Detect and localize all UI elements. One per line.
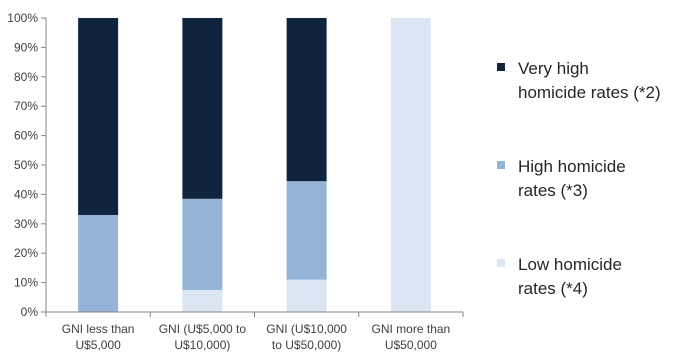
y-tick-label: 0% — [21, 305, 39, 319]
bar-segment — [182, 18, 222, 199]
bar-segment — [391, 18, 431, 312]
bar-segment — [182, 290, 222, 312]
x-category-label: GNI (U$5,000 to — [159, 322, 247, 336]
legend-label-line: High homicide — [518, 155, 685, 179]
x-category-label: U$10,000) — [174, 338, 230, 352]
y-tick-label: 70% — [14, 99, 38, 113]
y-tick-label: 100% — [7, 11, 38, 25]
y-tick-label: 20% — [14, 246, 38, 260]
x-category-label: GNI more than — [372, 322, 451, 336]
y-tick-label: 10% — [14, 276, 38, 290]
legend-swatch-low — [497, 259, 505, 267]
legend-label-low: Low homicide rates (*4) — [518, 253, 685, 301]
y-tick-label: 60% — [14, 129, 38, 143]
y-tick-label: 30% — [14, 217, 38, 231]
x-category-label: to U$50,000) — [272, 338, 341, 352]
x-category-label: U$50,000 — [385, 338, 437, 352]
legend-label-line: rates (*3) — [518, 179, 685, 203]
legend-label-high: High homicide rates (*3) — [518, 155, 685, 203]
legend-swatch-very-high — [497, 63, 505, 71]
legend-label-line: Very high — [518, 57, 685, 81]
bar-segment — [78, 18, 118, 215]
bar-segment — [287, 18, 327, 181]
legend-swatch-high — [497, 161, 505, 169]
bar-segment — [287, 280, 327, 312]
x-category-label: GNI less than — [62, 322, 135, 336]
bar-segment — [287, 181, 327, 279]
legend-label-line: Low homicide — [518, 253, 685, 277]
y-tick-label: 40% — [14, 187, 38, 201]
y-tick-label: 80% — [14, 70, 38, 84]
y-tick-label: 50% — [14, 158, 38, 172]
legend-label-line: rates (*4) — [518, 277, 685, 301]
legend-label-very-high: Very high homicide rates (*2) — [518, 57, 685, 105]
bar-segment — [78, 215, 118, 312]
bar-segment — [182, 199, 222, 290]
x-category-label: GNI (U$10,000 — [266, 322, 347, 336]
y-tick-label: 90% — [14, 40, 38, 54]
x-category-label: U$5,000 — [75, 338, 121, 352]
legend-label-line: homicide rates (*2) — [518, 81, 685, 105]
